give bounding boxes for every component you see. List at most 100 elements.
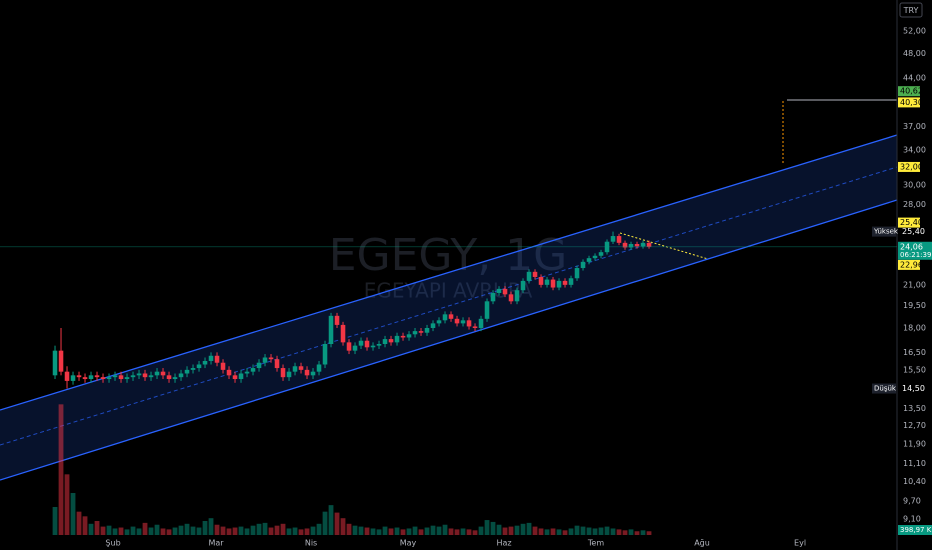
- y-tick-label: 11,90: [903, 439, 926, 448]
- candle-body: [598, 252, 604, 256]
- candle-body: [346, 342, 352, 351]
- candle-body: [400, 335, 406, 338]
- candle-body: [544, 279, 550, 285]
- volume-bar: [574, 525, 580, 535]
- volume-bar: [82, 516, 88, 535]
- candle-body: [184, 369, 190, 374]
- price-marker: 22,96: [900, 260, 923, 269]
- candle-body: [592, 255, 598, 259]
- candle-body: [520, 280, 526, 291]
- candle-body: [130, 375, 136, 378]
- volume-bar: [88, 523, 94, 535]
- volume-bar: [238, 526, 244, 535]
- candle-body: [454, 318, 460, 324]
- volume-bar: [64, 474, 70, 535]
- volume-bar: [178, 525, 184, 535]
- volume-bar: [244, 528, 250, 535]
- volume-bar: [430, 525, 436, 535]
- volume-label: 398,97 K: [900, 526, 932, 534]
- volume-bar: [280, 523, 286, 535]
- candle-body: [328, 315, 334, 344]
- currency-button[interactable]: [899, 2, 923, 18]
- volume-bar: [412, 526, 418, 535]
- volume-bar: [460, 528, 466, 535]
- volume-bar: [376, 529, 382, 535]
- candle-body: [142, 373, 148, 378]
- candle-body: [238, 373, 244, 380]
- candle-body: [172, 377, 178, 380]
- y-tick-label: 52,00: [903, 27, 926, 36]
- volume-bar: [214, 524, 220, 535]
- price-marker-bg: [898, 259, 920, 270]
- volume-bar: [262, 522, 268, 535]
- volume-bar: [400, 529, 406, 535]
- y-tick-label: 21,00: [903, 280, 926, 289]
- volume-bar: [520, 523, 526, 535]
- volume-bar: [166, 529, 172, 535]
- candle-body: [376, 343, 382, 346]
- price-marker: 25,40: [900, 218, 923, 227]
- volume-bar: [352, 525, 358, 535]
- volume-bar: [190, 526, 196, 535]
- volume-bar: [112, 528, 118, 535]
- volume-bar: [490, 521, 496, 535]
- volume-bar: [232, 527, 238, 535]
- candle-body: [340, 324, 346, 343]
- candle-body: [646, 242, 652, 247]
- volume-bar: [208, 518, 214, 535]
- volume-bar: [148, 527, 154, 535]
- volume-bar: [334, 512, 340, 535]
- candle-body: [370, 345, 376, 348]
- volume-bar: [556, 529, 562, 535]
- volume-bar: [220, 526, 226, 535]
- candle-body: [538, 276, 544, 285]
- candle-body: [322, 343, 328, 365]
- x-tick-label: Haz: [496, 539, 511, 548]
- currency[interactable]: TRY: [903, 6, 919, 15]
- y-tick-label: 28,00: [903, 200, 926, 209]
- candle-body: [436, 320, 442, 324]
- candle-body: [352, 345, 358, 351]
- volume-bar: [550, 528, 556, 535]
- candle-body: [640, 242, 646, 247]
- candle-body: [196, 364, 202, 369]
- volume-bar: [526, 522, 532, 535]
- candle-body: [388, 339, 394, 343]
- volume-bar: [256, 523, 262, 535]
- candle-body: [178, 373, 184, 378]
- candle-body: [628, 243, 634, 248]
- volume-bar: [418, 529, 424, 535]
- candle-body: [430, 323, 436, 328]
- volume-bar: [496, 524, 502, 535]
- x-tick-label: Tem: [587, 539, 604, 548]
- volume-bar: [628, 529, 634, 535]
- low-tag: Düşük: [874, 385, 897, 393]
- volume-bar: [598, 527, 604, 535]
- volume-bar: [340, 518, 346, 535]
- candle-body: [286, 371, 292, 378]
- candle-body: [136, 373, 142, 376]
- candle-body: [496, 288, 502, 293]
- volume-bar: [286, 528, 292, 535]
- price-marker: 40,30: [900, 98, 923, 107]
- candle-body: [274, 359, 280, 369]
- candle-body: [550, 279, 556, 288]
- high-value: 25,40: [902, 227, 925, 236]
- candle-body: [256, 362, 262, 369]
- volume-bar: [646, 531, 652, 535]
- candle-body: [88, 375, 94, 380]
- volume-bar: [424, 527, 430, 535]
- volume-bar: [382, 526, 388, 535]
- candle-body: [526, 271, 532, 281]
- volume-bar: [226, 528, 232, 535]
- candle-body: [310, 371, 316, 376]
- volume-bar: [472, 530, 478, 535]
- candle-body: [304, 369, 310, 376]
- volume-bar: [328, 505, 334, 535]
- candle-body: [358, 340, 364, 346]
- y-tick-label: 34,00: [903, 145, 926, 154]
- volume-bar: [508, 526, 514, 535]
- volume-bar: [544, 529, 550, 535]
- candle-body: [478, 318, 484, 328]
